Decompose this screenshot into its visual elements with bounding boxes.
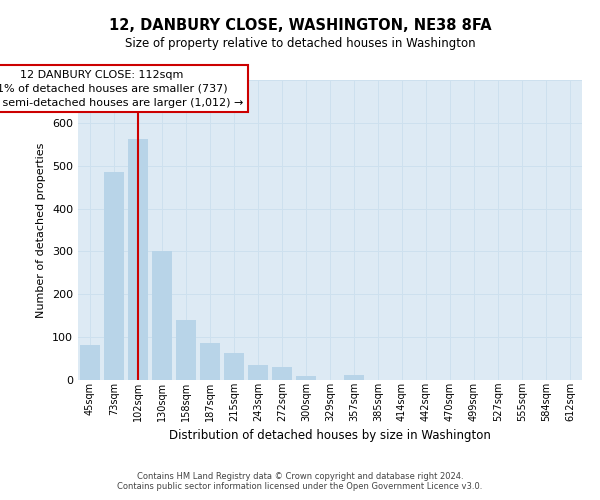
Bar (104, 172, 124, 380)
Bar (224, 352, 244, 380)
Bar (200, 343, 220, 380)
Bar (80, 345, 100, 380)
Y-axis label: Number of detached properties: Number of detached properties (37, 142, 46, 318)
Text: 12, DANBURY CLOSE, WASHINGTON, NE38 8FA: 12, DANBURY CLOSE, WASHINGTON, NE38 8FA (109, 18, 491, 32)
Bar (128, 139, 148, 380)
Bar (152, 250, 172, 380)
Bar (248, 364, 268, 380)
Bar (176, 320, 196, 380)
Bar (272, 367, 292, 380)
X-axis label: Distribution of detached houses by size in Washington: Distribution of detached houses by size … (169, 429, 491, 442)
Text: Contains HM Land Registry data © Crown copyright and database right 2024.: Contains HM Land Registry data © Crown c… (137, 472, 463, 481)
Bar (344, 375, 364, 380)
Text: 12 DANBURY CLOSE: 112sqm
← 41% of detached houses are smaller (737)
57% of semi-: 12 DANBURY CLOSE: 112sqm ← 41% of detach… (0, 70, 244, 108)
Text: Contains public sector information licensed under the Open Government Licence v3: Contains public sector information licen… (118, 482, 482, 491)
Text: Size of property relative to detached houses in Washington: Size of property relative to detached ho… (125, 38, 475, 51)
Bar (296, 376, 316, 380)
